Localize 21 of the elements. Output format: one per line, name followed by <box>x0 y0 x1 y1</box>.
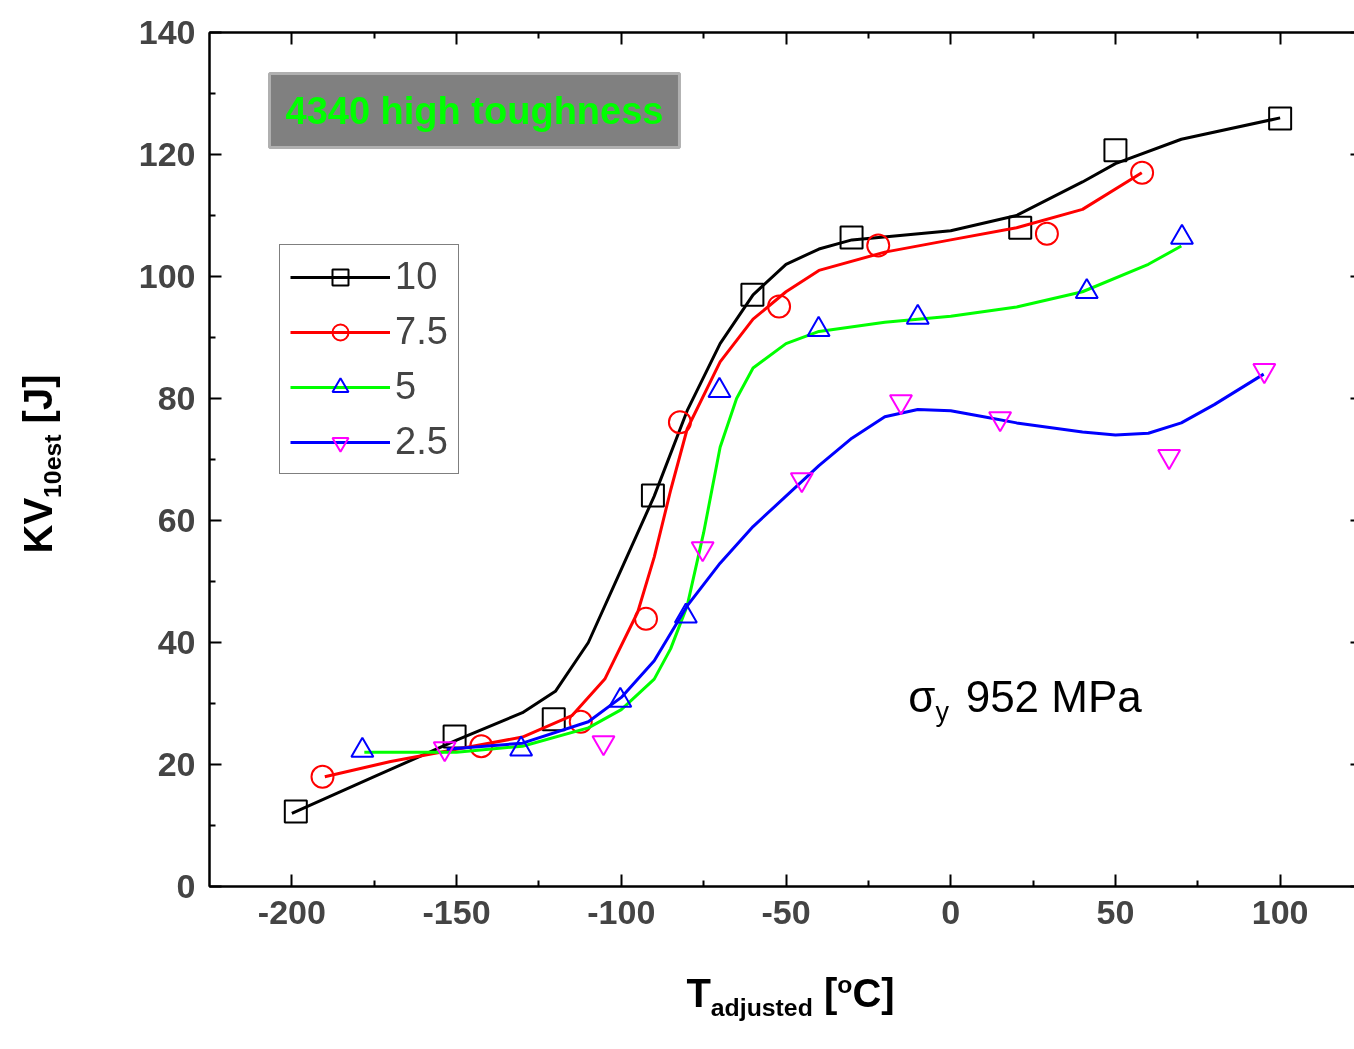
y-tick-label: 60 <box>157 501 196 539</box>
x-tick-label: -200 <box>257 892 326 931</box>
x-tick-label: 0 <box>941 892 961 931</box>
y-tick-label: 20 <box>157 745 196 783</box>
legend-label: 5 <box>395 365 417 408</box>
annotation: 4340 high toughness <box>285 89 664 132</box>
x-tick-label: 50 <box>1096 892 1135 931</box>
x-tick-label: -50 <box>761 892 811 931</box>
y-tick-label: 80 <box>157 379 196 417</box>
legend-label: 7.5 <box>395 310 448 353</box>
y-tick-label: 140 <box>138 13 196 51</box>
y-tick-label: 100 <box>138 257 196 295</box>
y-tick-label: 0 <box>176 867 196 905</box>
legend-label: 10 <box>395 255 438 298</box>
legend-label: 2.5 <box>395 420 448 463</box>
x-tick-label: 100 <box>1251 892 1309 931</box>
y-tick-label: 40 <box>157 623 196 661</box>
x-tick-label: -150 <box>422 892 491 931</box>
y-tick-label: 120 <box>138 135 196 173</box>
x-tick-label: -100 <box>587 892 656 931</box>
x-axis-title: T$_{adjusted}$ [$^{o}$C] <box>685 969 896 1023</box>
